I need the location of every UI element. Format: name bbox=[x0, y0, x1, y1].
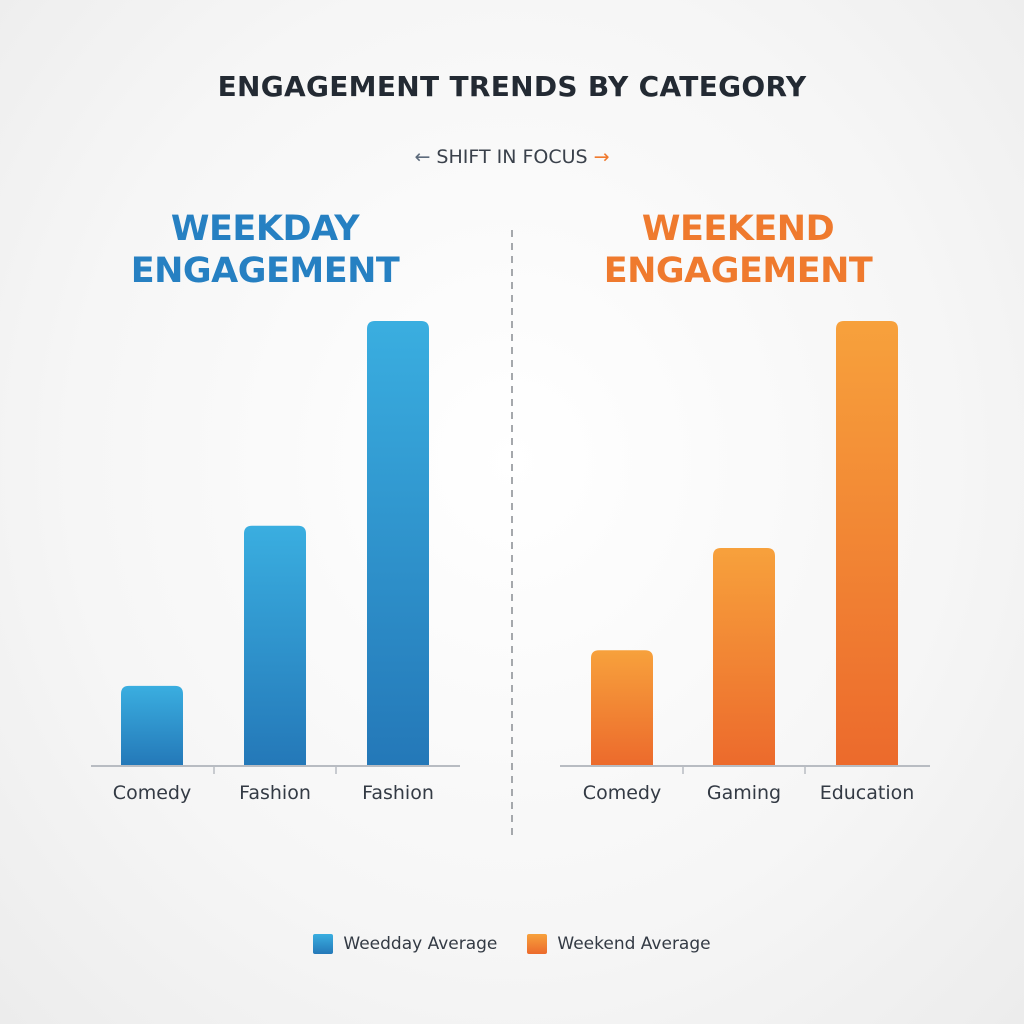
weekday-category-label-0: Comedy bbox=[113, 782, 191, 804]
weekday-heading-line1: WEEKDAY bbox=[170, 209, 360, 249]
weekday-category-label-2: Fashion bbox=[362, 782, 434, 804]
weekend-bar-1 bbox=[713, 547, 775, 766]
weekend-panel-heading: WEEKEND ENGAGEMENT bbox=[528, 208, 948, 292]
chart-title: ENGAGEMENT TRENDS BY CATEGORY bbox=[217, 70, 807, 103]
weekend-bar-2 bbox=[836, 321, 898, 766]
weekend-category-label-2: Education bbox=[820, 782, 915, 804]
shift-in-focus-label: ← SHIFT IN FOCUS → bbox=[0, 146, 1024, 168]
weekend-bar-0 bbox=[591, 650, 653, 766]
weekend-heading-line2: ENGAGEMENT bbox=[603, 251, 873, 291]
right-arrow-icon: → bbox=[593, 146, 610, 168]
legend-label-weekend: Weekend Average bbox=[557, 934, 711, 954]
weekend-heading-line1: WEEKEND bbox=[641, 209, 835, 249]
shift-text: SHIFT IN FOCUS bbox=[436, 146, 588, 168]
weekday-heading-line2: ENGAGEMENT bbox=[130, 251, 400, 291]
weekend-swatch bbox=[527, 934, 548, 954]
chart-legend: Weedday Average Weekend Average bbox=[0, 934, 1024, 954]
weekday-bar-1 bbox=[244, 525, 306, 766]
legend-item-weekend: Weekend Average bbox=[527, 934, 711, 954]
weekday-swatch bbox=[313, 934, 334, 954]
weekday-panel-heading: WEEKDAY ENGAGEMENT bbox=[55, 208, 475, 292]
weekday-category-label-1: Fashion bbox=[239, 782, 311, 804]
weekday-bar-0 bbox=[121, 685, 183, 766]
weekend-category-label-1: Gaming bbox=[707, 782, 781, 804]
legend-label-weekday: Weedday Average bbox=[343, 934, 498, 954]
left-arrow-icon: ← bbox=[414, 146, 431, 168]
legend-item-weekday: Weedday Average bbox=[313, 934, 497, 954]
weekend-category-label-0: Comedy bbox=[583, 782, 661, 804]
weekday-bar-2 bbox=[367, 321, 429, 766]
